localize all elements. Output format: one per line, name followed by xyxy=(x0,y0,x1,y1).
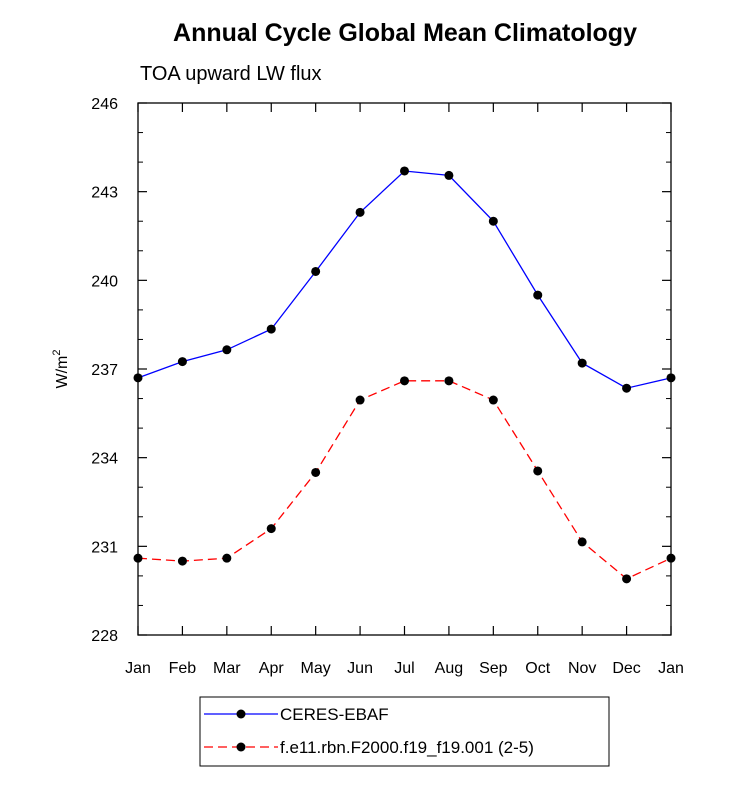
series-1-point xyxy=(577,537,587,547)
series-1-point xyxy=(622,574,632,584)
legend-box xyxy=(199,696,610,767)
y-axis-label: W/m xyxy=(54,356,71,389)
y-tick-label: 228 xyxy=(91,628,118,645)
plot-series xyxy=(133,166,676,584)
x-tick-label: Feb xyxy=(169,660,197,677)
series-0-point xyxy=(222,345,232,355)
x-tick-label: Mar xyxy=(213,660,241,677)
y-axis-label-group: W/m2 xyxy=(51,350,71,389)
x-tick-label: Oct xyxy=(525,660,550,677)
series-1-point xyxy=(177,556,187,566)
axes: 228 231 234 237 240 243 246 Jan Feb Mar Apr May Jun J… xyxy=(91,96,684,677)
series-1-point xyxy=(444,376,454,386)
x-tick-label: Jan xyxy=(125,660,151,677)
series-0-point xyxy=(666,373,676,383)
legend-label-model: f.e11.rbn.F2000.f19_f19.001 (2-5) xyxy=(280,738,534,757)
series-0-point xyxy=(400,166,409,176)
series-0-point xyxy=(577,358,587,368)
y-tick-label: 237 xyxy=(91,362,118,379)
legend: CERES-EBAF f.e11.rbn.F2000.f19_f19.001 (… xyxy=(199,696,610,767)
series-0-point xyxy=(488,216,498,226)
chart-title: Annual Cycle Global Mean Climatology xyxy=(173,19,637,47)
y-tick-label: 246 xyxy=(91,96,118,113)
x-tick-label: Jul xyxy=(394,660,414,677)
chart-subtitle: TOA upward LW flux xyxy=(140,63,322,85)
series-1-point xyxy=(400,376,409,386)
series-1-point xyxy=(533,466,543,476)
y-tick-label: 231 xyxy=(91,539,118,556)
x-tick-label: May xyxy=(301,660,331,677)
y-axis-label-superscript: 2 xyxy=(51,350,63,356)
y-tick-label: 240 xyxy=(91,273,118,290)
series-1-point xyxy=(666,553,676,563)
series-1-point xyxy=(355,395,365,405)
series-0-point xyxy=(355,207,365,217)
x-tick-label: Nov xyxy=(568,660,596,677)
svg-text:W/m2: W/m2 xyxy=(51,350,71,389)
x-tick-label: Sep xyxy=(479,660,508,677)
series-1-point xyxy=(311,467,321,477)
series-0-point xyxy=(133,373,143,383)
series-1-point xyxy=(133,553,143,563)
x-tick-label: Jun xyxy=(347,660,373,677)
x-tick-label: Jan xyxy=(658,660,684,677)
series-line-0 xyxy=(137,170,672,389)
legend-marker-ceres xyxy=(236,709,246,719)
series-0-point xyxy=(533,290,543,300)
series-1-point xyxy=(222,553,232,563)
series-0-point xyxy=(444,170,454,180)
x-tick-label: Dec xyxy=(612,660,640,677)
series-0-point xyxy=(622,383,632,393)
series-0-point xyxy=(266,324,276,334)
x-tick-label: Aug xyxy=(435,660,463,677)
series-0-point xyxy=(311,266,321,276)
x-tick-label: Apr xyxy=(259,660,285,677)
y-tick-label: 243 xyxy=(91,185,118,202)
series-1-point xyxy=(266,524,276,534)
plot-frame xyxy=(137,102,672,636)
legend-marker-model xyxy=(236,742,246,752)
series-1-point xyxy=(488,395,498,405)
legend-label-ceres: CERES-EBAF xyxy=(280,705,389,724)
series-0-point xyxy=(177,357,187,367)
y-tick-label: 234 xyxy=(91,451,118,468)
series-line-1 xyxy=(137,380,672,580)
